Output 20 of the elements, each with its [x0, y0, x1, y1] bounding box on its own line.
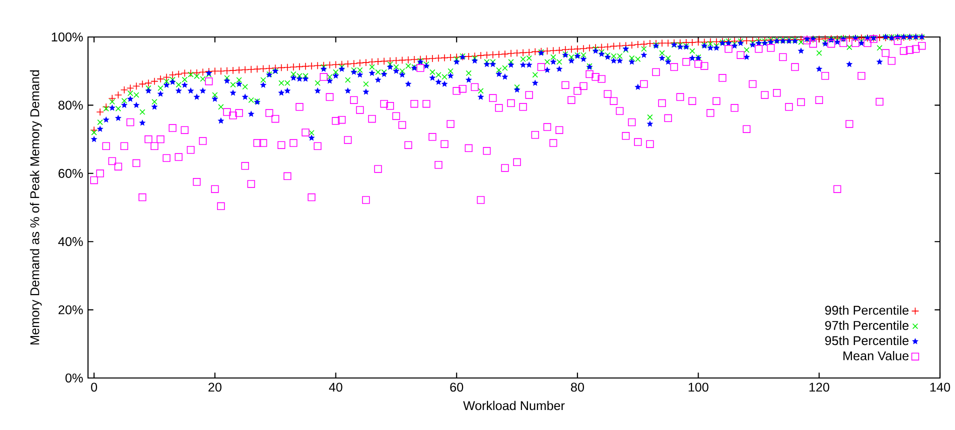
- legend-label: 97th Percentile: [825, 320, 909, 330]
- x-tick-label: 120: [810, 382, 830, 392]
- y-tick-label: 80%: [58, 100, 83, 110]
- y-tick-label: 100%: [52, 32, 83, 42]
- x-axis-title: Workload Number: [463, 400, 565, 410]
- y-tick-label: 0%: [65, 374, 83, 382]
- x-tick-label: 0: [91, 382, 98, 392]
- x-tick-label: 20: [208, 382, 222, 392]
- x-tick-label: 40: [329, 382, 342, 392]
- y-tick-label: 20%: [58, 305, 83, 314]
- y-tick-label: 60%: [58, 168, 83, 178]
- x-tick-label: 100: [688, 382, 708, 392]
- x-tick-label: 80: [570, 382, 584, 392]
- legend-label: 95th Percentile: [825, 336, 909, 346]
- y-tick-label: 40%: [58, 237, 83, 246]
- legend-label: 99th Percentile: [825, 305, 909, 315]
- x-tick-label: 60: [450, 382, 464, 392]
- x-tick-label: 140: [930, 382, 950, 392]
- y-axis-title: Memory Demand as % of Peak Memory Demand: [30, 70, 42, 344]
- legend-label: Mean Value: [843, 350, 909, 360]
